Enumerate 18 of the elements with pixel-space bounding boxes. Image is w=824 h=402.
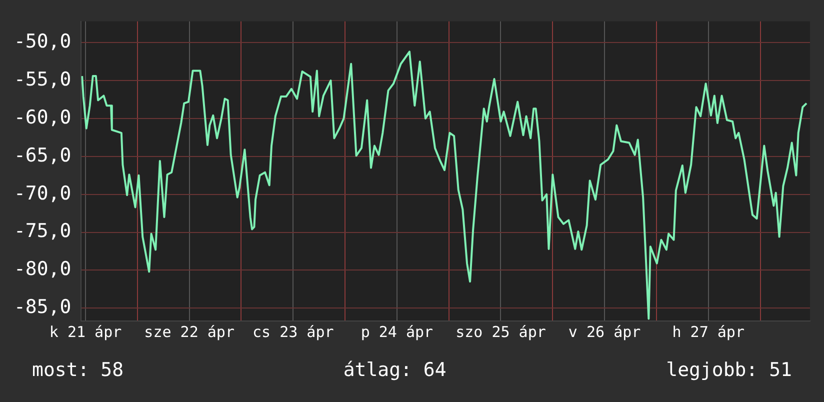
- y-tick-label: -60,0: [14, 106, 72, 128]
- y-tick-label: -55,0: [14, 68, 72, 90]
- text: most: 58: [32, 359, 124, 381]
- x-tick-label: cs 23 ápr: [252, 322, 334, 341]
- x-tick-label: v 26 ápr: [568, 322, 641, 341]
- text: átlag: 64: [343, 359, 446, 381]
- x-tick-label: p 24 ápr: [360, 322, 434, 341]
- x-tick-label: szo 25 ápr: [456, 322, 546, 341]
- x-tick-label: sze 22 ápr: [144, 322, 234, 341]
- y-tick-label: -70,0: [14, 182, 72, 204]
- x-tick-label: k 21 ápr: [49, 322, 122, 341]
- y-tick-label: -65,0: [14, 144, 72, 166]
- y-tick-label: -75,0: [14, 220, 72, 242]
- y-tick-label: -85,0: [14, 296, 72, 318]
- y-tick-label: -80,0: [14, 258, 72, 280]
- text: legjobb: 51: [666, 359, 792, 381]
- x-tick-label: h 27 ápr: [672, 322, 744, 341]
- y-tick-label: -50,0: [14, 30, 72, 53]
